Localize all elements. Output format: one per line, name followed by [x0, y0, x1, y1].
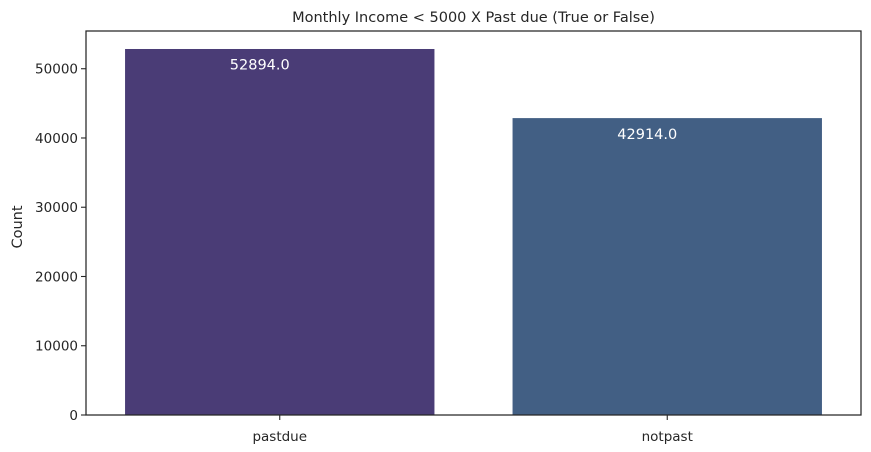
y-axis-title: Count [10, 205, 26, 248]
chart-title: Monthly Income < 5000 X Past due (True o… [292, 10, 655, 26]
y-tick-label: 20000 [35, 269, 78, 285]
x-tick-label-pastdue: pastdue [252, 429, 307, 445]
bar-pastdue [124, 48, 436, 416]
plot-frame [85, 30, 862, 416]
y-tick-label: 0 [69, 408, 78, 424]
x-axis: pastdue notpast [252, 415, 693, 445]
y-axis: 0 10000 20000 30000 40000 50000 [35, 62, 86, 424]
data-label-pastdue: 52894.0 [230, 58, 290, 74]
y-tick-label: 40000 [35, 131, 78, 147]
bars: 52894.0 42914.0 [124, 48, 823, 416]
y-tick-label: 30000 [35, 200, 78, 216]
data-label-notpast: 42914.0 [617, 127, 677, 143]
y-tick-label: 50000 [35, 62, 78, 78]
x-tick-label-notpast: notpast [642, 429, 693, 445]
bar-notpast [511, 117, 823, 416]
y-tick-label: 10000 [35, 339, 78, 355]
